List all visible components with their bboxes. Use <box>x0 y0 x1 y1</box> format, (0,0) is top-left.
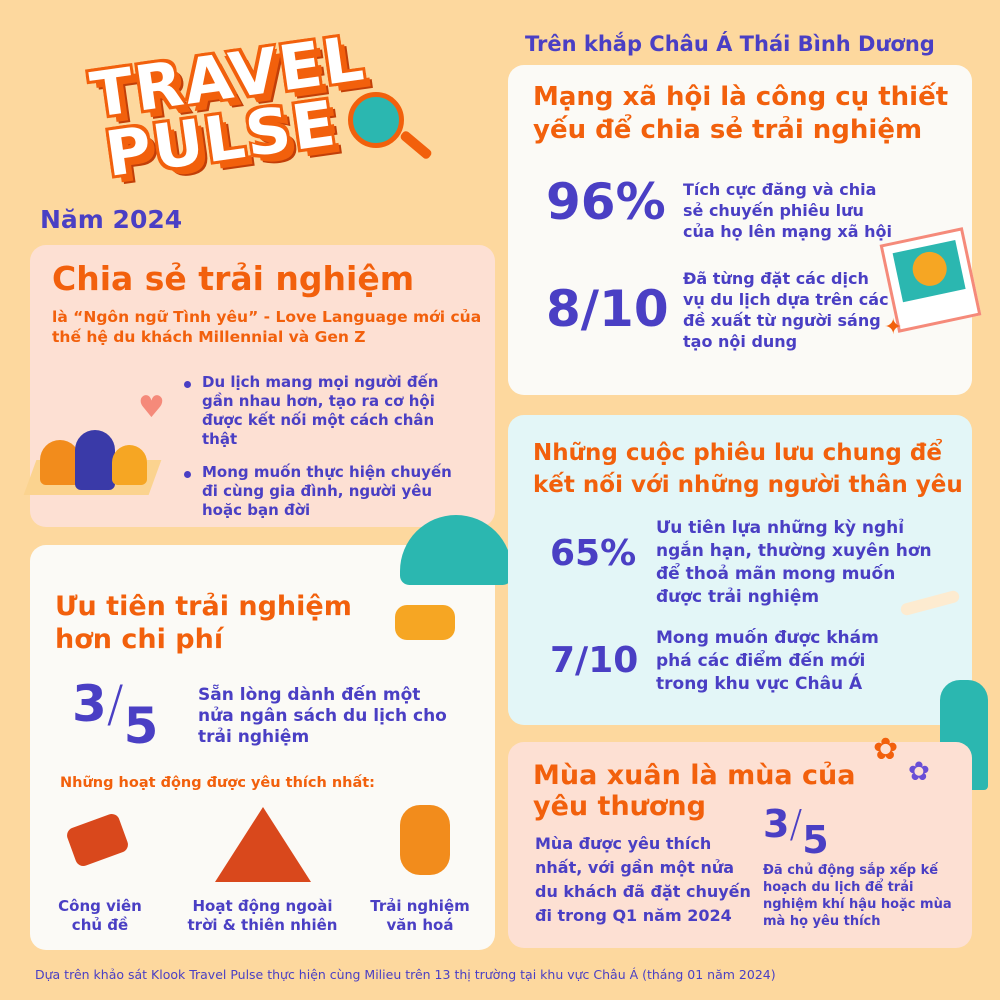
activity-outdoor: Hoạt động ngoài trời & thiên nhiên <box>187 897 338 934</box>
heart-icon: ♥ <box>138 390 165 425</box>
activity-culture: Trải nghiệm văn hoá <box>370 897 470 934</box>
priority-stat-text: Sẵn lòng dành đến một nửa ngân sách du l… <box>198 685 447 747</box>
stat-denominator: 5 <box>123 697 159 755</box>
spring-card: Mùa xuân là mùa của yêu thương Mùa được … <box>508 732 972 948</box>
social-card: Mạng xã hội là công cụ thiết yếu để chia… <box>508 65 982 395</box>
stat-numerator: 3 <box>763 802 790 846</box>
priority-title: Ưu tiên trải nghiệm hơn chi phí <box>55 591 352 655</box>
social-stat-text: Tích cực đăng và chia sẻ chuyến phiêu lư… <box>683 180 892 241</box>
adventures-stat-value: 7/10 <box>550 640 639 681</box>
lion-dance-illustration <box>400 805 450 875</box>
flower-icon: ✿ <box>908 757 930 787</box>
stat-denominator: 5 <box>802 818 829 862</box>
region-label: Trên khắp Châu Á Thái Bình Dương <box>525 32 935 56</box>
share-bullet: Mong muốn thực hiện chuyến đi cùng gia đ… <box>182 463 472 520</box>
adventures-title: Những cuộc phiêu lưu chung để kết nối vớ… <box>533 440 963 498</box>
adventures-stat-text: Mong muốn được khám phá các điểm đến mới… <box>656 628 879 694</box>
year-label: Năm 2024 <box>40 205 183 234</box>
travel-pulse-logo: TRAVEL PULSE <box>80 21 450 191</box>
social-title: Mạng xã hội là công cụ thiết yếu để chia… <box>533 82 949 145</box>
tent-illustration <box>215 807 311 882</box>
share-card: Chia sẻ trải nghiệm là “Ngôn ngữ Tình yê… <box>23 245 495 527</box>
flower-icon: ✿ <box>873 732 899 767</box>
spring-text: Mùa được yêu thích nhất, với gần một nửa… <box>535 834 751 925</box>
share-title: Chia sẻ trải nghiệm <box>52 259 415 298</box>
adventures-stat-value: 65% <box>550 533 637 574</box>
activities-title: Những hoạt động được yêu thích nhất: <box>60 775 375 791</box>
adventures-card: Những cuộc phiêu lưu chung để kết nối vớ… <box>508 415 972 725</box>
sparkle-icon: ✦ <box>884 315 903 340</box>
share-subtitle: là “Ngôn ngữ Tình yêu” - Love Language m… <box>52 308 482 346</box>
spring-stat-fraction: 3/5 <box>763 802 829 862</box>
social-stat-value: 96% <box>546 173 666 231</box>
stat-numerator: 3 <box>72 675 107 733</box>
spring-title: Mùa xuân là mùa của yêu thương <box>533 760 856 822</box>
parachuters-illustration <box>395 605 455 640</box>
magnifier-globe-icon <box>348 92 404 148</box>
footer-source: Dựa trên khảo sát Klook Travel Pulse thự… <box>35 967 776 982</box>
social-stat-value: 8/10 <box>546 280 669 338</box>
share-bullet: Du lịch mang mọi người đến gần nhau hơn,… <box>182 373 472 449</box>
social-stat-text: Đã từng đặt các dịch vụ du lịch dựa trên… <box>683 269 889 351</box>
adventures-stat-text: Ưu tiên lựa những kỳ nghỉ ngắn hạn, thườ… <box>656 518 932 607</box>
activity-theme-park: Công viên chủ đề <box>58 897 142 934</box>
theme-park-illustration <box>50 810 140 890</box>
priority-stat-fraction: 3/5 <box>72 675 159 755</box>
family-picnic-illustration <box>23 415 162 505</box>
spring-stat-text: Đã chủ động sắp xếp kế hoạch du lịch để … <box>763 863 952 929</box>
magnifier-handle <box>398 129 434 161</box>
